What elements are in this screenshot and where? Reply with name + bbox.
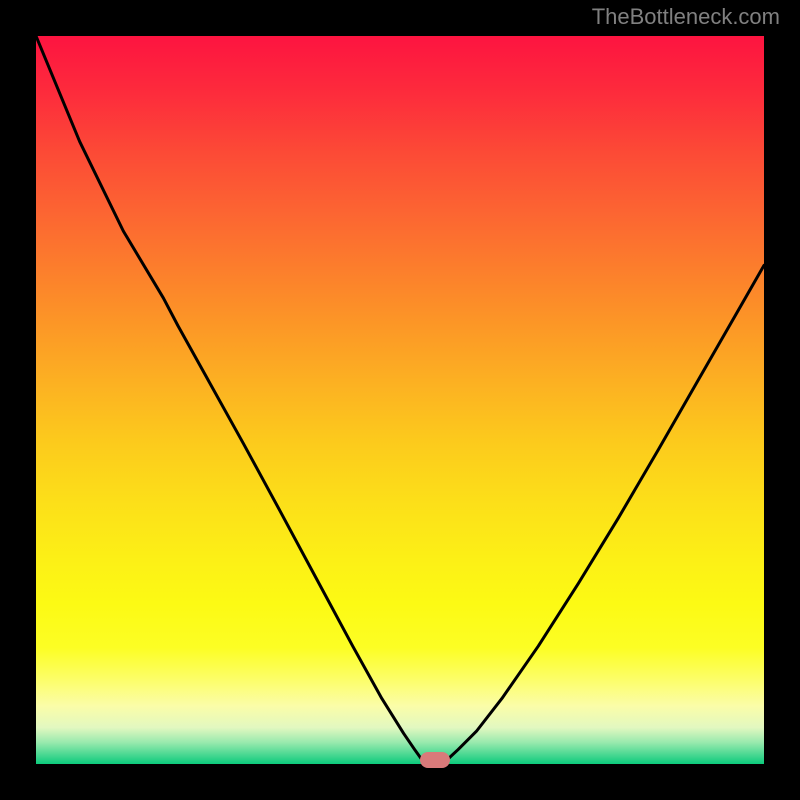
curve-left-branch	[36, 36, 422, 760]
bottleneck-curve	[36, 36, 764, 764]
optimal-marker	[420, 752, 450, 768]
watermark-text: TheBottleneck.com	[592, 4, 780, 30]
curve-right-branch	[447, 265, 764, 759]
bottleneck-chart	[36, 36, 764, 764]
